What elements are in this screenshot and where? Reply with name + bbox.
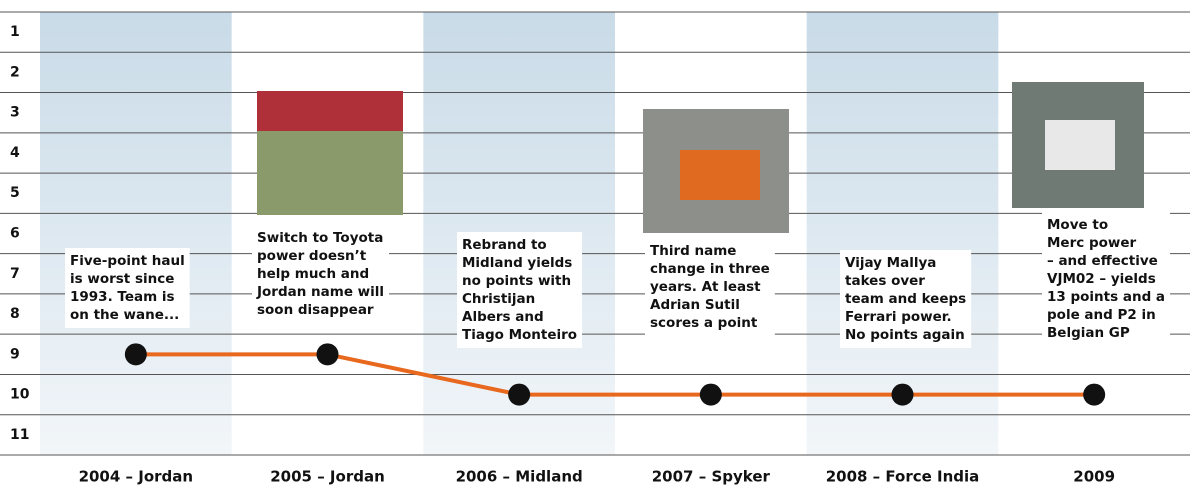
x-tick-label: 2006 – Midland (456, 468, 583, 486)
annotation-line: is worst since (70, 271, 174, 287)
annotation-line: Move to (1047, 217, 1108, 233)
annotation: Move to Merc power – and effective VJM02 – … (1042, 212, 1171, 346)
annotation-line: power doesn’t (257, 248, 367, 264)
annotation-box (1042, 212, 1171, 346)
annotation-line: Ferrari power. (845, 309, 952, 325)
annotation-line: Belgian GP (1047, 325, 1130, 341)
annotation-line: Merc power (1047, 235, 1137, 251)
y-tick-label: 11 (10, 427, 29, 443)
marker (124, 343, 147, 366)
annotation-line: Third name (650, 243, 736, 259)
photo-detail (257, 91, 403, 131)
annotation-line: no points with (462, 273, 571, 289)
annotation-line: – and effective (1047, 253, 1158, 269)
annotation-line: Midland yields (462, 255, 572, 271)
annotation-line: scores a point (650, 315, 758, 331)
annotation-box (65, 248, 190, 328)
annotation-line: 13 points and a (1047, 289, 1165, 305)
marker (891, 383, 914, 406)
annotation-line: Switch to Toyota (257, 230, 383, 246)
marker (699, 383, 722, 406)
y-tick-label: 10 (10, 387, 30, 403)
annotation-line: Tiago Monteiro (462, 327, 577, 343)
annotation: Switch to Toyota power doesn’t help much a… (252, 225, 390, 323)
annotation-box (457, 232, 583, 348)
marker (316, 343, 339, 366)
annotation-line: help much and (257, 266, 369, 282)
marker (508, 383, 531, 406)
line (135, 352, 1095, 397)
x-tick-label: 2009 (1073, 468, 1115, 486)
annotation-line: Albers and (462, 309, 544, 325)
annotation-line: Five-point haul (70, 253, 185, 269)
x-tick-label: 2007 – Spyker (652, 468, 771, 486)
annotation-line: Vijay Mallya (845, 255, 936, 271)
photo-detail (680, 150, 760, 200)
annotation-line: No points again (845, 327, 965, 343)
annotation-line: Adrian Sutil (650, 297, 740, 313)
y-tick-label: 3 (10, 105, 20, 121)
annotation-line: change in three (650, 261, 770, 277)
y-tick-label: 5 (10, 185, 20, 201)
annotation: Vijay Mallya takes over team and keeps Ferr… (840, 250, 972, 348)
y-tick-label: 6 (10, 226, 20, 242)
photo-detail (1045, 120, 1115, 170)
annotation-line: VJM02 – yields (1047, 271, 1156, 287)
annotation-line: Jordan name will (256, 284, 384, 300)
annotation: Five-point haul is worst since 1993. Team … (65, 248, 190, 328)
x-tick-label: 2008 – Force India (826, 468, 980, 486)
column-shade (40, 12, 232, 455)
annotation-line: takes over (845, 273, 925, 289)
annotation-box (840, 250, 972, 348)
annotation-line: soon disappear (257, 302, 374, 318)
annotation-line: Christijan (462, 291, 535, 307)
column-shade (806, 12, 999, 455)
y-tick-label: 9 (10, 346, 20, 362)
annotation-line: Rebrand to (462, 237, 547, 253)
annotation: Rebrand to Midland yields no points with Ch… (457, 232, 583, 348)
annotation-line: years. At least (650, 279, 761, 295)
y-tick-label: 8 (10, 306, 20, 322)
annotation-line: 1993. Team is (70, 289, 175, 305)
x-tick-label: 2005 – Jordan (270, 468, 385, 486)
annotation-line: pole and P2 in (1047, 307, 1156, 323)
y-tick-label: 2 (10, 64, 20, 80)
annotation-box (252, 225, 390, 323)
x-tick-label: 2004 – Jordan (79, 468, 194, 486)
annotation-box (645, 238, 775, 336)
annotation-line: on the wane... (70, 307, 179, 323)
y-tick-label: 1 (10, 24, 20, 40)
y-tick-label: 7 (10, 266, 20, 282)
annotation: Third name change in three years. At least… (645, 238, 775, 336)
annotation-line: team and keeps (845, 291, 966, 307)
y-tick-label: 4 (10, 145, 20, 161)
marker (1083, 383, 1106, 406)
